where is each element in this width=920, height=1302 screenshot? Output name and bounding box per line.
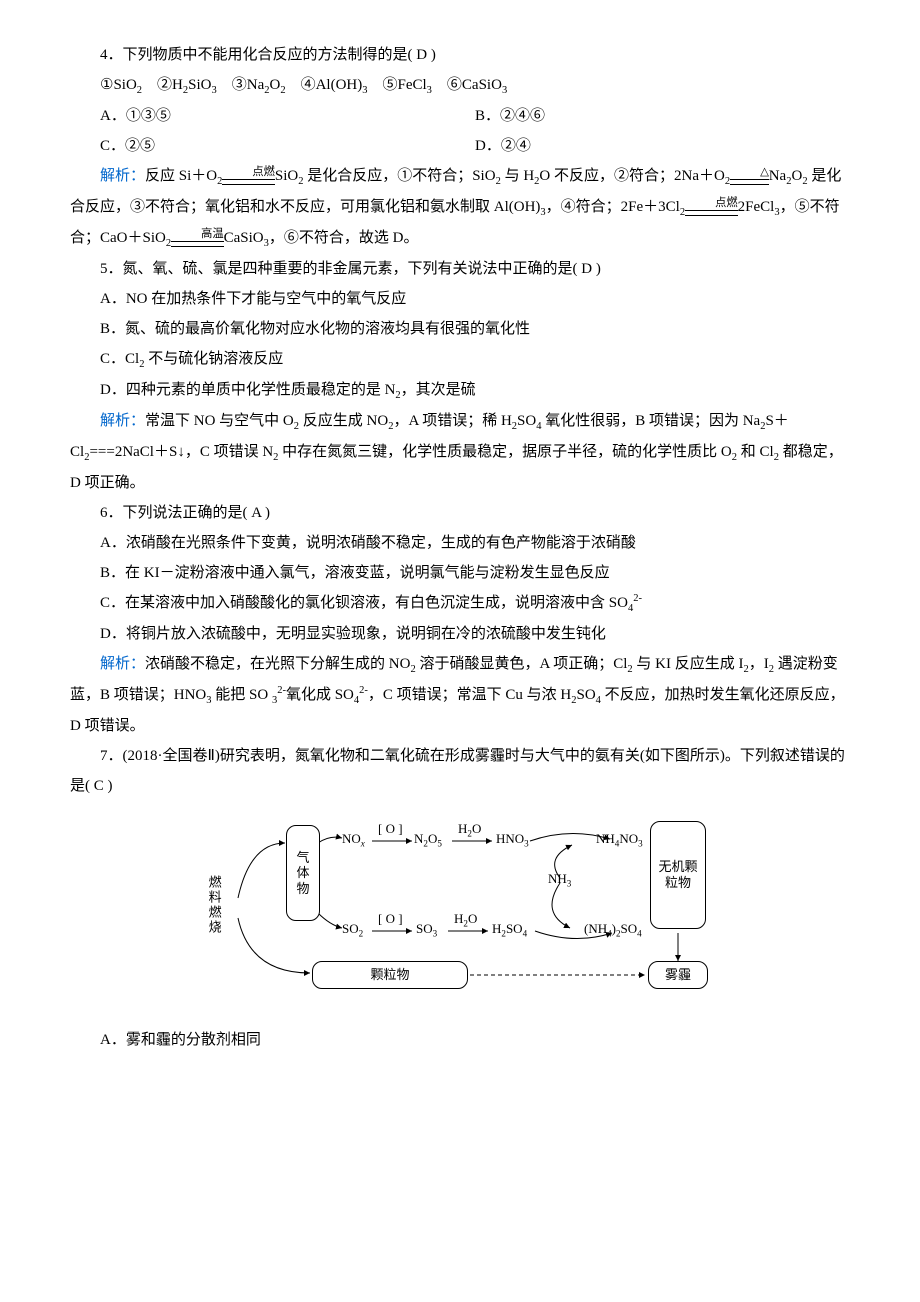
q4-items: ①SiO2 ②H2SiO3 ③Na2O2 ④Al(OH)3 ⑤FeCl3 ⑥Ca… [70, 70, 850, 101]
nh3: NH3 [548, 871, 571, 890]
q6-optD: D．将铜片放入浓硫酸中，无明显实验现象，说明铜在冷的浓硫酸中发生钝化 [70, 619, 850, 649]
q4-stem-suffix: ) [431, 47, 436, 63]
so2: SO2 [342, 921, 363, 940]
q6-stem-prefix: 6．下列说法正确的是( [100, 505, 248, 521]
q7-stem: 7．(2018·全国卷Ⅱ)研究表明，氮氧化物和二氧化硫在形成雾霾时与大气中的氨有… [70, 741, 850, 801]
analysis-label: 解析： [100, 656, 145, 672]
q5-optD: D．四种元素的单质中化学性质最稳定的是 N2，其次是硫 [70, 375, 850, 406]
q6-stem-suffix: ) [265, 505, 270, 521]
q4-stem-prefix: 4．下列物质中不能用化合反应的方法制得的是( [100, 47, 413, 63]
q4-answer: D [416, 47, 427, 63]
q7-optA: A．雾和霾的分散剂相同 [70, 1025, 850, 1055]
q5-stem: 5．氮、氧、硫、氯是四种重要的非金属元素，下列有关说法中正确的是( D ) [70, 254, 850, 284]
q7-stem-prefix: 7．(2018·全国卷Ⅱ)研究表明，氮氧化物和二氧化硫在形成雾霾时与大气中的氨有… [70, 748, 845, 794]
q4-stem: 4．下列物质中不能用化合反应的方法制得的是( D ) [70, 40, 850, 70]
q6-analysis: 解析：浓硝酸不稳定，在光照下分解生成的 NO2 溶于硝酸显黄色，A 项正确；Cl… [70, 649, 850, 741]
q4-options-row2: C．②⑤ D．②④ [70, 131, 850, 161]
q4-optA: A．①③⑤ [100, 101, 475, 131]
nox: NOx [342, 831, 365, 850]
q4-optC: C．②⑤ [100, 131, 475, 161]
o-cond-2: [ O ] [378, 911, 403, 927]
q7-answer: C [94, 778, 104, 794]
analysis-label: 解析： [100, 168, 145, 184]
analysis-label: 解析： [100, 413, 145, 429]
q6-optC: C．在某溶液中加入硝酸酸化的氯化钡溶液，有白色沉淀生成，说明溶液中含 SO42- [70, 588, 850, 619]
nh42so4: (NH4)2SO4 [584, 921, 642, 940]
haze-box: 雾霾 [648, 961, 708, 989]
q4-analysis-text: 反应 Si＋O2点燃SiO2 是化合反应，①不符合；SiO2 与 H2O 不反应… [70, 168, 841, 246]
q5-stem-suffix: ) [596, 261, 601, 277]
q7-diagram: 燃料燃烧 气体物 颗粒物 无机颗粒物 雾霾 NOx [ O ] N2O5 H2O… [70, 813, 850, 1013]
q6-optA: A．浓硝酸在光照条件下变黄，说明浓硝酸不稳定，生成的有色产物能溶于浓硝酸 [70, 528, 850, 558]
q5-optB: B．氮、硫的最高价氧化物对应水化物的溶液均具有很强的氧化性 [70, 314, 850, 344]
q5-analysis-text: 常温下 NO 与空气中 O2 反应生成 NO2，A 项错误；稀 H2SO4 氧化… [70, 413, 843, 491]
q5-stem-prefix: 5．氮、氧、硫、氯是四种重要的非金属元素，下列有关说法中正确的是( [100, 261, 578, 277]
q5-analysis: 解析：常温下 NO 与空气中 O2 反应生成 NO2，A 项错误；稀 H2SO4… [70, 406, 850, 498]
n2o5: N2O5 [414, 831, 442, 850]
gas-box: 气体物 [286, 825, 320, 921]
nh4no3: NH4NO3 [596, 831, 643, 850]
hno3: HNO3 [496, 831, 529, 850]
q4-optD: D．②④ [475, 131, 850, 161]
q5-optA: A．NO 在加热条件下才能与空气中的氧气反应 [70, 284, 850, 314]
q6-analysis-text: 浓硝酸不稳定，在光照下分解生成的 NO2 溶于硝酸显黄色，A 项正确；Cl2 与… [70, 656, 845, 734]
so3: SO3 [416, 921, 437, 940]
q4-analysis: 解析：反应 Si＋O2点燃SiO2 是化合反应，①不符合；SiO2 与 H2O … [70, 161, 850, 254]
q4-optB: B．②④⑥ [475, 101, 850, 131]
q4-options-row1: A．①③⑤ B．②④⑥ [70, 101, 850, 131]
h2o-cond-1: H2O [458, 821, 481, 840]
q5-optC: C．Cl2 不与硫化钠溶液反应 [70, 344, 850, 375]
inorganic-box: 无机颗粒物 [650, 821, 706, 929]
q7-stem-suffix: ) [108, 778, 113, 794]
h2o-cond-2: H2O [454, 911, 477, 930]
o-cond-1: [ O ] [378, 821, 403, 837]
q6-answer: A [251, 505, 261, 521]
particulate-box: 颗粒物 [312, 961, 468, 989]
q6-stem: 6．下列说法正确的是( A ) [70, 498, 850, 528]
q6-optB: B．在 KI－淀粉溶液中通入氯气，溶液变蓝，说明氯气能与淀粉发生显色反应 [70, 558, 850, 588]
h2so4: H2SO4 [492, 921, 527, 940]
q5-answer: D [581, 261, 592, 277]
fuel-label: 燃料燃烧 [206, 875, 222, 935]
